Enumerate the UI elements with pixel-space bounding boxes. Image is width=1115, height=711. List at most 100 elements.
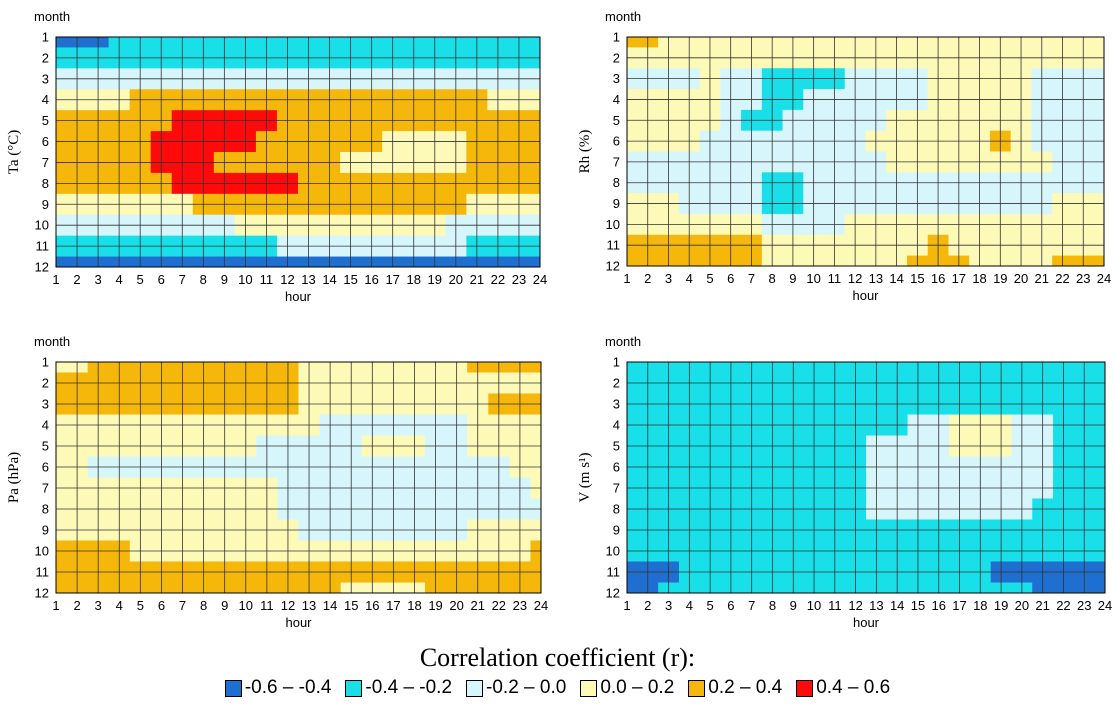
x-tick-label: 5 [707,598,714,613]
plot-frame [55,36,541,268]
x-tick-label: 6 [727,271,734,286]
heatmap-cell [56,582,68,594]
heatmap-cell [1094,582,1106,594]
x-tick-label: 14 [323,598,337,613]
x-tick-label: 18 [407,598,421,613]
x-tick-label: 13 [869,598,883,613]
y-tick-label: 3 [613,397,620,412]
x-tick-label: 6 [158,598,165,613]
legend-label: 0.2 – 0.4 [708,677,783,698]
plot-frame [55,361,542,594]
x-tick-label: 24 [533,272,547,287]
x-tick-label: 10 [239,598,253,613]
x-tick-label: 17 [386,598,400,613]
x-tick-label: 16 [364,272,378,287]
y-tick-label: 4 [42,92,49,107]
x-tick-label: 23 [1076,271,1090,286]
heatmap-cell [530,582,542,594]
y-tick-label: 10 [606,544,620,559]
x-tick-label: 23 [1077,598,1091,613]
x-tick-label: 21 [470,272,484,287]
x-tick-label: 3 [94,272,101,287]
x-tick-label: 19 [428,272,442,287]
x-tick-label: 20 [1015,598,1029,613]
x-tick-label: 11 [828,271,842,286]
y-tick-label: 6 [613,134,620,149]
y-tick-label: 4 [613,92,620,107]
y-tick-label: 7 [42,155,49,170]
x-tick-label: 13 [302,598,316,613]
y-tick-label: 10 [35,218,49,233]
x-tick-label: 1 [623,271,630,286]
y-tick-label: 8 [613,502,620,517]
x-tick-label: 8 [200,598,207,613]
legend-item: 0.0 – 0.2 [580,677,674,699]
x-tick-label: 7 [179,598,186,613]
legend-label: 0.4 – 0.6 [816,677,891,698]
y-tick-label: 4 [42,418,49,433]
x-tick-label: 8 [769,598,776,613]
x-tick-label: 1 [623,598,630,613]
x-tick-label: 16 [365,598,379,613]
y-tick-label: 2 [42,376,49,391]
x-tick-label: 24 [534,598,548,613]
x-tick-label: 11 [260,598,274,613]
y-tick-label: 11 [36,565,50,580]
month-label: month [34,9,70,24]
legend-swatch [466,679,484,697]
x-tick-label: 7 [748,271,755,286]
x-tick-label: 9 [789,271,796,286]
x-tick-label: 4 [686,271,693,286]
x-tick-label: 19 [428,598,442,613]
y-tick-label: 11 [36,239,50,254]
x-tick-label: 1 [52,272,59,287]
legend-label: -0.4 – -0.2 [365,677,453,698]
x-tick-label: 16 [932,598,946,613]
plot-frame [626,361,1106,594]
plot-frame [626,36,1105,267]
y-tick-label: 9 [613,523,620,538]
x-tick-label: 17 [952,271,966,286]
x-tick-label: 22 [492,598,506,613]
x-tick-label: 24 [1097,271,1111,286]
y-tick-label: 5 [613,439,620,454]
x-tick-label: 15 [344,598,358,613]
x-tick-label: 3 [665,598,672,613]
y-tick-label: 9 [42,523,49,538]
x-tick-label: 17 [952,598,966,613]
legend-title: Correlation coefficient (r): [419,643,696,672]
y-tick-label: 1 [42,355,49,370]
x-tick-label: 3 [95,598,102,613]
y-tick-label: 2 [613,50,620,65]
y-tick-label: 6 [42,460,49,475]
x-tick-label: 13 [301,272,315,287]
x-tick-label: 12 [848,271,862,286]
x-tick-label: 17 [385,272,399,287]
x-tick-label: 21 [1035,598,1049,613]
x-tick-label: 12 [848,598,862,613]
x-tick-label: 11 [828,598,842,613]
y-tick-label: 1 [613,30,620,45]
y-tick-label: 2 [613,376,620,391]
x-tick-label: 18 [972,271,986,286]
x-tick-label: 22 [1055,271,1069,286]
x-tick-label: 21 [471,598,485,613]
month-label: month [34,334,70,349]
heatmap-cell [627,582,638,594]
y-tick-label: 12 [35,260,49,275]
x-tick-label: 12 [280,272,294,287]
y-tick-label: 6 [42,134,49,149]
legend-item: 0.4 – 0.6 [796,677,890,699]
y-tick-label: 7 [613,481,620,496]
x-tick-label: 20 [449,272,463,287]
x-tick-label: 21 [1035,271,1049,286]
heatmap-cell [56,256,68,268]
heatmap-cell [530,362,542,373]
x-tick-label: 10 [238,272,252,287]
y-tick-label: 7 [613,154,620,169]
y-tick-label: 10 [35,544,49,559]
legend-swatch [796,679,814,697]
y-tick-label: 11 [607,565,621,580]
